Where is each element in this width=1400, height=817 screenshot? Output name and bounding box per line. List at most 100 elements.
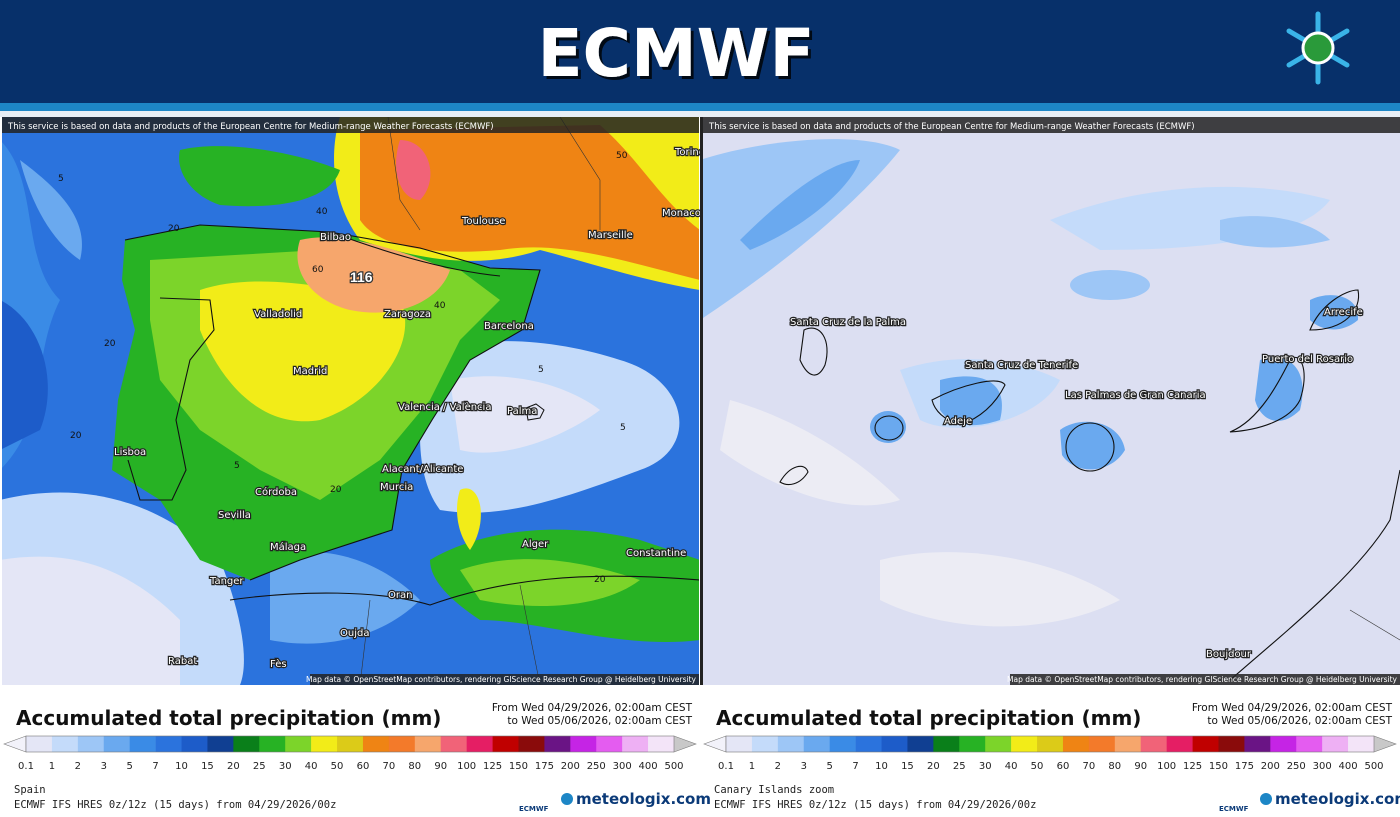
place-label: Oujda	[340, 628, 369, 639]
scale-tick-label: 25	[953, 761, 966, 772]
place-label: Córdoba	[255, 486, 297, 498]
place-label: Lisboa	[114, 447, 146, 458]
brand-logo: meteologix.com	[1275, 790, 1400, 808]
scale-swatch	[622, 736, 649, 752]
contour-label: 40	[316, 207, 328, 217]
contour-label: 5	[538, 365, 544, 375]
contour-label: 60	[312, 265, 324, 275]
place-label: Santa Cruz de la Palma	[790, 317, 906, 328]
contour-label: 20	[594, 575, 606, 585]
place-labels: Santa Cruz de la Palma Santa Cruz de Ten…	[789, 306, 1364, 661]
scale-tick-label: 250	[1287, 761, 1306, 772]
scale-swatch	[285, 736, 312, 752]
scale-swatch	[51, 736, 79, 752]
scale-swatch	[959, 736, 986, 752]
scale-swatch	[1244, 736, 1271, 752]
place-label: Marseille	[588, 230, 633, 241]
scale-tick-label: 20	[927, 761, 940, 772]
scale-swatch	[907, 736, 934, 752]
place-label: Tanger	[209, 576, 244, 587]
model-run: ECMWF IFS HRES 0z/12z (15 days) from 04/…	[714, 799, 1036, 811]
scale-swatch	[777, 736, 805, 752]
panel-divider	[700, 117, 703, 685]
max-label: 116	[350, 269, 373, 285]
scale-swatch	[77, 736, 105, 752]
contour-label: 5	[620, 423, 626, 433]
header-bar	[0, 0, 1400, 103]
scale-tick-label: 7	[152, 761, 158, 772]
place-label: Monaco	[662, 208, 701, 219]
place-label: Santa Cruz de Tenerife	[965, 360, 1078, 371]
scale-swatch	[337, 736, 364, 752]
map-canaries	[703, 117, 1400, 685]
place-label: Málaga	[270, 541, 306, 553]
period-from: From Wed 04/29/2026, 02:00am CEST	[1192, 702, 1393, 714]
scale-over	[1373, 735, 1397, 753]
scale-tick-label: 25	[253, 761, 266, 772]
scale-swatch	[207, 736, 234, 752]
map-attribution: This service is based on data and produc…	[7, 122, 494, 132]
scale-tick-label: 100	[1157, 761, 1176, 772]
scale-tick-label: 2	[775, 761, 781, 772]
legend-title: Accumulated total precipitation (mm)	[716, 706, 1141, 730]
scale-swatch	[1088, 736, 1116, 752]
scale-tick-label: 10	[875, 761, 888, 772]
scale-swatch	[570, 736, 597, 752]
scale-swatch	[933, 736, 960, 752]
scale-tick-label: 125	[483, 761, 502, 772]
scale-tick-label: 70	[1083, 761, 1096, 772]
scale-tick-label: 30	[979, 761, 992, 772]
place-label: Las Palmas de Gran Canaria	[1065, 390, 1206, 401]
scale-swatch	[1270, 736, 1297, 752]
scale-swatch	[129, 736, 156, 752]
scale-tick-label: 15	[901, 761, 914, 772]
scale-tick-label: 70	[383, 761, 396, 772]
scale-tick-label: 250	[587, 761, 606, 772]
contour-label: 20	[70, 431, 82, 441]
header-title: ECMWF	[537, 15, 814, 92]
scale-swatch	[881, 736, 908, 752]
scale-tick-label: 90	[1134, 761, 1147, 772]
scale-tick-label: 5	[826, 761, 832, 772]
scale-swatch	[181, 736, 208, 752]
scale-swatch	[362, 736, 390, 752]
scale-tick-label: 1	[749, 761, 755, 772]
scale-swatch	[1037, 736, 1064, 752]
scale-swatch	[440, 736, 467, 752]
legend: Accumulated total precipitation (mm) Fro…	[703, 702, 1400, 813]
scale-tick-label: 50	[1031, 761, 1044, 772]
contour-label: 40	[434, 301, 446, 311]
scale-tick-label: 80	[408, 761, 421, 772]
legend: Accumulated total precipitation (mm) Fro…	[3, 702, 711, 813]
scale-swatch	[829, 736, 856, 752]
scale-swatch	[596, 736, 623, 752]
agency-logo: ECMWF	[519, 805, 549, 813]
scale-under	[703, 735, 727, 753]
place-labels: Torino Monaco Toulouse Marseille Bilbao …	[113, 146, 706, 671]
region-name: Spain	[14, 784, 46, 796]
place-label: Oran	[388, 590, 412, 601]
scale-tick-label: 500	[664, 761, 683, 772]
contour-label: 20	[168, 224, 180, 234]
scale-swatch	[155, 736, 182, 752]
scale-tick-label: 15	[201, 761, 214, 772]
contour-label: 5	[234, 461, 240, 471]
scale-tick-label: 0.1	[718, 761, 734, 772]
scale-swatch	[388, 736, 416, 752]
scale-tick-label: 10	[175, 761, 188, 772]
scale-swatch	[855, 736, 882, 752]
scale-swatch	[1114, 736, 1142, 752]
scale-tick-label: 80	[1108, 761, 1121, 772]
period-from: From Wed 04/29/2026, 02:00am CEST	[492, 702, 693, 714]
scale-frame	[25, 735, 675, 753]
header-icon	[1286, 11, 1350, 85]
scale-tick-label: 175	[535, 761, 554, 772]
scale-swatch	[103, 736, 130, 752]
place-label: Puerto del Rosario	[1262, 354, 1353, 365]
brand-logo: meteologix.com	[576, 790, 711, 808]
period-to: to Wed 05/06/2026, 02:00am CEST	[507, 715, 692, 727]
scale-swatch	[1348, 736, 1375, 752]
scale-tick-label: 400	[639, 761, 658, 772]
scale-swatch	[985, 736, 1012, 752]
